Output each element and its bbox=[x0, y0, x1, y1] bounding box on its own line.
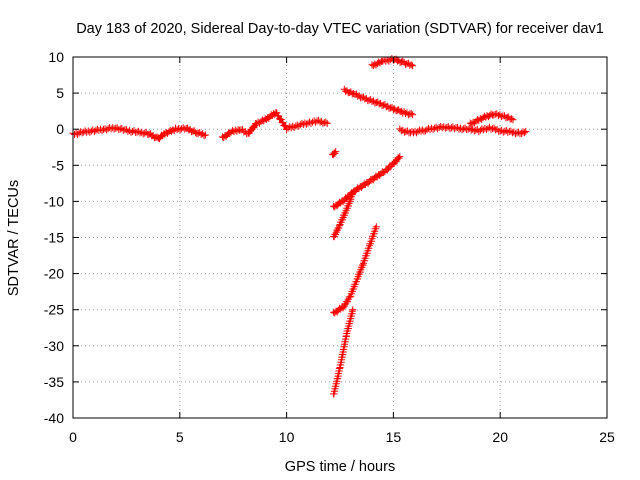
series-steep-rise bbox=[330, 306, 357, 398]
data-point-markers bbox=[219, 109, 331, 141]
chart-title: Day 183 of 2020, Sidereal Day-to-day VTE… bbox=[76, 21, 604, 37]
data-point-markers bbox=[330, 189, 357, 241]
series-lower-branch bbox=[330, 223, 380, 317]
y-tick-label: -30 bbox=[44, 338, 64, 354]
y-tick-label: -10 bbox=[44, 193, 64, 209]
y-tick-label: 5 bbox=[56, 85, 64, 101]
y-tick-label: -25 bbox=[44, 302, 64, 318]
y-tick-label: -35 bbox=[44, 374, 64, 390]
data-point-markers bbox=[466, 110, 517, 128]
x-axis-label: GPS time / hours bbox=[285, 459, 395, 475]
y-tick-label: -20 bbox=[44, 266, 64, 282]
data-point-markers bbox=[368, 55, 417, 70]
data-point-markers bbox=[330, 223, 380, 317]
x-tick-label: 5 bbox=[176, 429, 184, 445]
x-tick-label: 20 bbox=[492, 429, 508, 445]
series-short-segment-near-12h bbox=[329, 148, 340, 159]
data-point-markers bbox=[396, 122, 530, 138]
y-tick-label: -40 bbox=[44, 410, 64, 426]
y-tick-label: 0 bbox=[56, 121, 64, 137]
y-tick-label: 10 bbox=[48, 49, 64, 65]
data-point-markers bbox=[329, 148, 340, 159]
x-tick-label: 10 bbox=[279, 429, 295, 445]
axis-ticks: 0 5 10 15 20 25 10 5 0 -5 -10 -15 -20 -25 -30 -35 -40 bbox=[44, 49, 615, 445]
series-branch-near-12h bbox=[330, 189, 357, 241]
series-rising-arc-middle bbox=[330, 153, 404, 211]
series-baseline-segment-2 bbox=[219, 109, 331, 141]
x-tick-label: 15 bbox=[386, 429, 402, 445]
x-tick-label: 0 bbox=[69, 429, 77, 445]
y-tick-label: -15 bbox=[44, 230, 64, 246]
data-point-markers bbox=[330, 306, 357, 398]
series-baseline-segment-3 bbox=[396, 122, 530, 138]
x-tick-label: 25 bbox=[599, 429, 615, 445]
series-small-upper-arc bbox=[466, 110, 517, 128]
data-point-markers bbox=[330, 153, 404, 211]
data-point-markers bbox=[340, 85, 417, 119]
y-axis-label: SDTVAR / TECUs bbox=[6, 180, 22, 296]
series-top-arc bbox=[368, 55, 417, 70]
y-tick-label: -5 bbox=[52, 157, 65, 173]
series-descending-arc-upper bbox=[340, 85, 417, 119]
